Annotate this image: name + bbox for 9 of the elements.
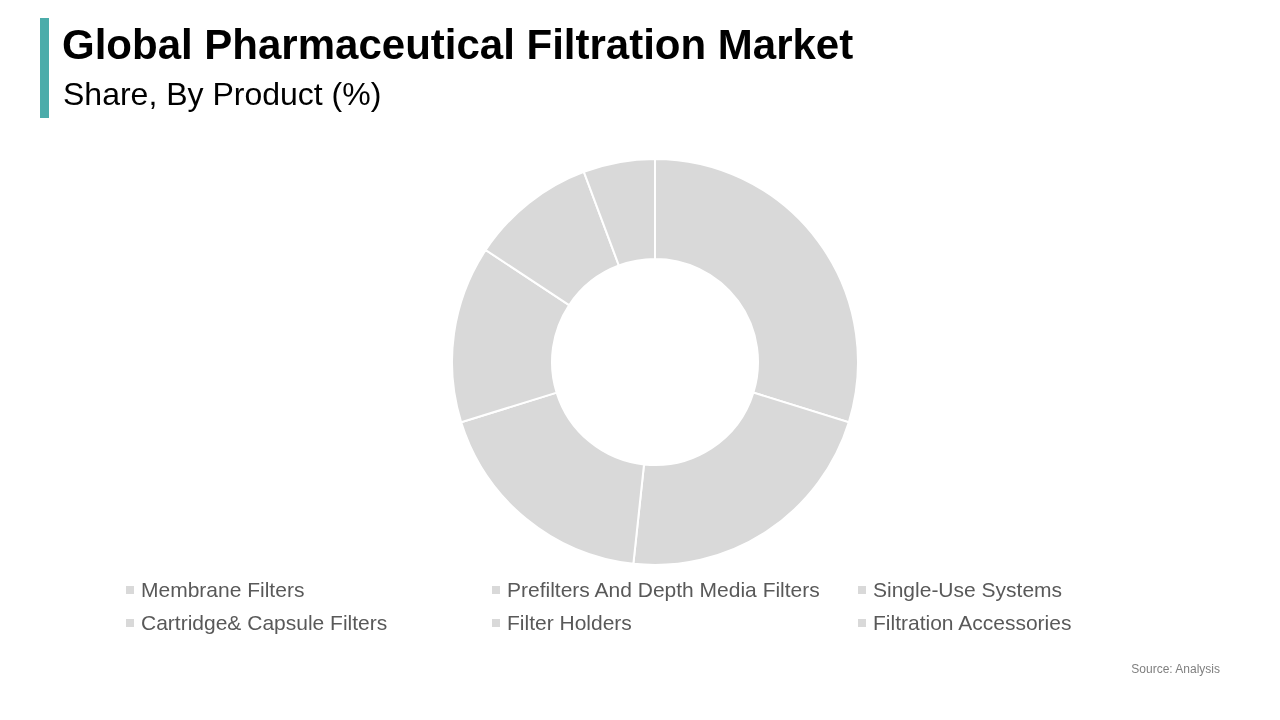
legend-label: Membrane Filters: [141, 577, 305, 602]
legend-label: Prefilters And Depth Media Filters: [507, 577, 820, 602]
chart-subtitle: Share, By Product (%): [63, 76, 382, 112]
legend-label: Cartridge& Capsule Filters: [141, 610, 388, 635]
legend-label: Single-Use Systems: [873, 577, 1063, 602]
legend-label: Filter Holders: [507, 610, 632, 635]
chart-title: Global Pharmaceutical Filtration Market: [62, 21, 854, 68]
legend-label: Filtration Accessories: [873, 610, 1072, 635]
source-note: Source: Analysis: [1131, 662, 1220, 676]
